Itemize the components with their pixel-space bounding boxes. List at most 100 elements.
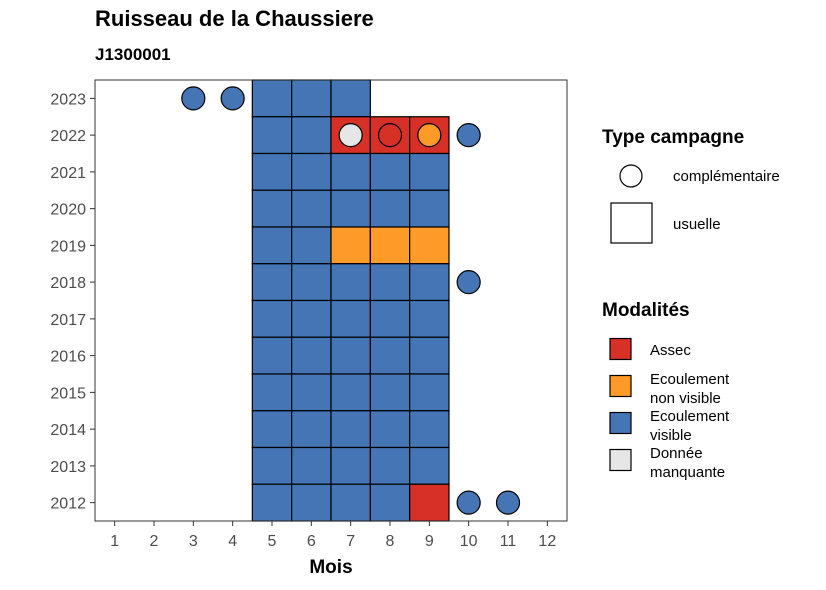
y-tick-label: 2022 — [50, 128, 86, 145]
legend-swatch — [609, 411, 632, 435]
x-tick-label: 9 — [425, 533, 434, 550]
data-point — [456, 123, 481, 148]
heatmap-tile — [291, 410, 332, 449]
legend-label-modalite: non visible — [650, 390, 721, 407]
x-tick-label: 8 — [386, 533, 395, 550]
heatmap-tile — [251, 446, 293, 485]
legend-label-modalite: Donnée — [650, 445, 703, 462]
y-tick-label: 2021 — [50, 165, 86, 182]
data-point — [456, 490, 481, 515]
legend-label-modalite: manquante — [650, 464, 725, 481]
data-point — [456, 270, 481, 295]
legend-title-type: Type campagne — [602, 127, 744, 148]
heatmap-tile — [369, 336, 411, 375]
heatmap-tile — [369, 410, 411, 449]
x-tick-label: 1 — [110, 533, 119, 550]
heatmap-tile — [409, 226, 450, 265]
heatmap-tile — [409, 373, 450, 412]
heatmap-tile — [291, 336, 332, 375]
legend-label-modalite: Ecoulement — [650, 408, 730, 425]
heatmap-tile — [291, 483, 332, 522]
heatmap-tile — [409, 483, 450, 522]
heatmap-tile — [251, 410, 293, 449]
y-tick-label: 2019 — [50, 238, 86, 255]
heatmap-tile — [330, 299, 371, 338]
heatmap-tile — [291, 116, 332, 155]
heatmap-tile — [330, 226, 371, 265]
heatmap-tile — [409, 189, 450, 228]
heatmap-tile — [330, 189, 371, 228]
heatmap-tile — [369, 373, 411, 412]
y-tick-label: 2018 — [50, 275, 86, 292]
y-tick-label: 2015 — [50, 385, 86, 402]
heatmap-tile — [369, 189, 411, 228]
heatmap-tile — [369, 263, 411, 302]
heatmap-tile — [291, 152, 332, 191]
legend: Type campagne complémentaire usuelle Modali… — [602, 127, 780, 481]
legend-label-modalite: Ecoulement — [650, 371, 730, 388]
y-tick-label: 2017 — [50, 312, 86, 329]
data-point — [417, 123, 442, 148]
x-tick-label: 12 — [538, 533, 556, 550]
chart-title: Ruisseau de la Chaussiere — [95, 6, 374, 31]
x-tick-label: 4 — [228, 533, 237, 550]
heatmap-tile — [291, 226, 332, 265]
data-point — [338, 123, 363, 148]
heatmap-tile — [330, 263, 371, 302]
x-tick-label: 3 — [189, 533, 198, 550]
x-tick-label: 11 — [500, 533, 517, 550]
heatmap-tile — [409, 446, 450, 485]
heatmap-tile — [251, 373, 293, 412]
legend-key-square-icon — [610, 202, 653, 244]
heatmap-tile — [291, 373, 332, 412]
y-tick-label: 2013 — [50, 459, 86, 476]
heatmap-tile — [251, 226, 293, 265]
heatmap-tile — [251, 79, 293, 118]
heatmap-tile — [251, 116, 293, 155]
heatmap-tile — [291, 79, 332, 118]
heatmap-tile — [330, 79, 371, 118]
heatmap-tile — [251, 263, 293, 302]
legend-key-circle-icon — [619, 164, 643, 188]
x-axis: 1 2 3 4 5 6 7 8 9 10 11 12 — [110, 521, 556, 550]
data-point — [181, 86, 206, 111]
heatmap-tile — [291, 446, 332, 485]
legend-title-modalites: Modalités — [602, 300, 690, 321]
x-tick-label: 10 — [460, 533, 478, 550]
heatmap-tile — [409, 299, 450, 338]
x-tick-label: 6 — [307, 533, 316, 550]
y-tick-label: 2023 — [50, 91, 86, 108]
heatmap-tile — [330, 152, 371, 191]
data-point — [495, 490, 521, 515]
point-layer — [181, 86, 521, 515]
legend-label-modalite: Assec — [650, 342, 691, 359]
heatmap-tile — [409, 336, 450, 375]
panel-border — [94, 79, 568, 522]
heatmap-tile — [409, 410, 450, 449]
heatmap-tile — [369, 226, 411, 265]
data-point — [220, 86, 245, 111]
y-axis: 2012 2013 2014 2015 2016 2017 2018 2019 2020 2021… — [50, 91, 95, 513]
heatmap-tile — [369, 483, 411, 522]
heatmap-tile — [251, 152, 293, 191]
legend-label-modalite: visible — [650, 427, 692, 444]
heatmap-tile — [369, 152, 411, 191]
heatmap-tile — [251, 336, 293, 375]
x-tick-label: 7 — [346, 533, 355, 550]
legend-label-usuelle: usuelle — [673, 216, 721, 233]
x-tick-label: 5 — [268, 533, 277, 550]
heatmap-tile — [369, 299, 411, 338]
heatmap-tile — [409, 263, 450, 302]
heatmap-tile — [409, 152, 450, 191]
y-tick-label: 2016 — [50, 349, 86, 366]
tile-layer — [251, 79, 450, 522]
legend-label-complementaire: complémentaire — [673, 168, 780, 185]
heatmap-tile — [369, 446, 411, 485]
legend-swatch — [609, 374, 632, 398]
x-tick-label: 2 — [150, 533, 159, 550]
heatmap-tile — [330, 446, 371, 485]
heatmap-tile — [251, 299, 293, 338]
heatmap-tile — [251, 483, 293, 522]
heatmap-tile — [251, 189, 293, 228]
